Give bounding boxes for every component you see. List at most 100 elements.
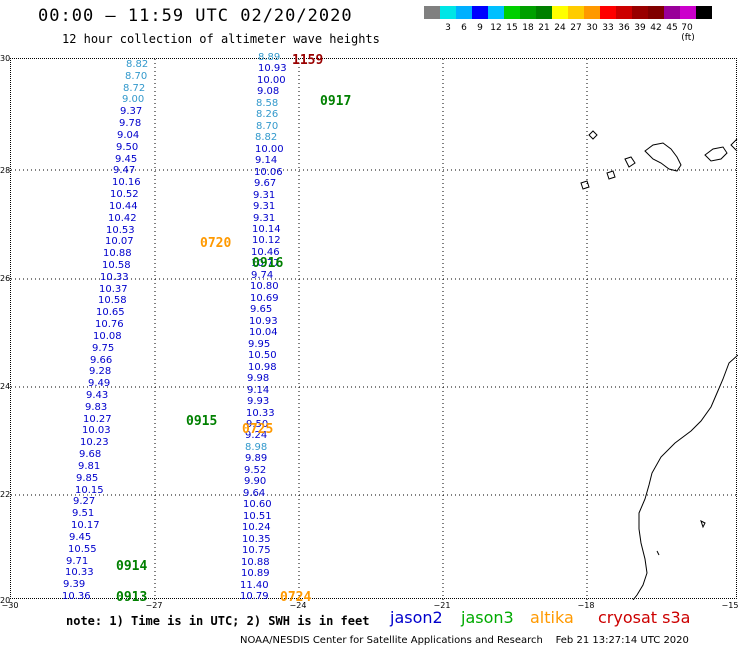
coastline: [580, 130, 738, 600]
legend-swatch: [600, 6, 616, 19]
legend-swatch: [664, 6, 680, 19]
wave-height-value: 10.53: [106, 225, 135, 236]
wave-height-value: 10.16: [112, 177, 141, 188]
pass-time-label: 0916: [252, 256, 284, 271]
legend-swatch: [584, 6, 600, 19]
pass-time-label: 0720: [200, 236, 232, 251]
legend-swatch: [440, 6, 456, 19]
wave-height-value: 10.37: [99, 284, 128, 295]
satellite-name: jason3: [461, 608, 514, 627]
wave-height-value: 9.50: [246, 419, 269, 430]
footnote: note: 1) Time is in UTC; 2) SWH is in fe…: [66, 614, 370, 628]
wave-height-value: 9.67: [254, 178, 277, 189]
wave-height-value: 9.75: [92, 343, 115, 354]
wave-height-value: 8.70: [256, 121, 279, 132]
wave-height-value: 10.88: [103, 248, 132, 259]
wave-height-value: 9.27: [73, 496, 96, 507]
legend-label: 36: [618, 23, 630, 33]
wave-height-value: 8.82: [255, 132, 278, 143]
legend-swatch: [552, 6, 568, 19]
legend-swatch: [568, 6, 584, 19]
wave-height-value: 9.71: [66, 556, 89, 567]
wave-height-value: 8.58: [256, 98, 279, 109]
wave-height-value: 10.50: [248, 350, 277, 361]
legend-label: 24: [554, 23, 566, 33]
wave-height-value: 10.33: [100, 272, 129, 283]
pass-time-label: 0914: [116, 559, 148, 574]
latitude-tick: 24: [0, 382, 11, 391]
wave-height-value: 10.00: [257, 75, 286, 86]
wave-height-value: 9.31: [253, 201, 276, 212]
legend-swatch: [536, 6, 552, 19]
wave-height-value: 10.46: [251, 247, 280, 258]
wave-height-value: 9.93: [247, 396, 270, 407]
wave-height-value: 10.89: [241, 568, 270, 579]
wave-height-value: 9.37: [120, 106, 143, 117]
wave-height-value: 9.74: [251, 270, 274, 281]
wave-height-value: 9.52: [244, 465, 267, 476]
legend-swatch: [424, 6, 440, 19]
wave-height-value: 9.68: [79, 449, 102, 460]
wave-height-value: 9.14: [247, 385, 270, 396]
longitude-tick: −30: [1, 601, 19, 610]
wave-height-value: 10.17: [71, 520, 100, 531]
wave-height-value: 9.31: [253, 213, 276, 224]
wave-height-value: 10.08: [93, 331, 122, 342]
wave-height-value: 8.72: [123, 83, 146, 94]
wave-height-value: 9.51: [72, 508, 95, 519]
wave-height-value: 8.98: [245, 442, 268, 453]
legend-label: 39: [634, 23, 646, 33]
wave-height-value: 10.14: [252, 224, 281, 235]
wave-height-value: 10.06: [254, 167, 283, 178]
wave-height-value: 10.04: [249, 327, 278, 338]
longitude-tick: −24: [289, 601, 307, 610]
wave-height-value: 10.76: [95, 319, 124, 330]
wave-height-value: 9.65: [250, 304, 273, 315]
legend-swatch: [616, 6, 632, 19]
wave-height-value: 9.85: [76, 473, 99, 484]
wave-height-value: 9.14: [255, 155, 278, 166]
wave-height-value: 10.15: [75, 485, 104, 496]
legend-label: 33: [602, 23, 614, 33]
pass-time-label: 0913: [116, 590, 148, 605]
latitude-tick: 30: [0, 54, 11, 63]
wave-height-value: 9.31: [253, 190, 276, 201]
wave-height-value: 9.43: [86, 390, 109, 401]
wave-height-value: 10.58: [98, 295, 127, 306]
wave-height-value: 10.23: [80, 437, 109, 448]
legend-swatch: [520, 6, 536, 19]
satellite-name: altika: [530, 608, 574, 627]
legend-swatch: [488, 6, 504, 19]
longitude-tick: −18: [577, 601, 595, 610]
latitude-tick: 26: [0, 274, 11, 283]
map-grid-and-coastline: [11, 59, 738, 600]
wave-height-value: 10.93: [249, 316, 278, 327]
wave-height-value: 9.39: [63, 579, 86, 590]
legend-label: 15: [506, 23, 518, 33]
wave-height-value: 9.66: [90, 355, 113, 366]
legend-label: 30: [586, 23, 598, 33]
wave-height-value: 9.83: [85, 402, 108, 413]
wave-height-value: 8.70: [125, 71, 148, 82]
legend-swatch: [632, 6, 648, 19]
legend-label: 21: [538, 23, 550, 33]
pass-time-label: 0724: [280, 590, 312, 605]
legend-label: 9: [477, 23, 483, 33]
latitude-tick: 28: [0, 166, 11, 175]
wave-height-value: 8.82: [126, 59, 149, 70]
wave-height-value: 9.50: [116, 142, 139, 153]
wave-height-value: 10.33: [65, 567, 94, 578]
wave-height-value: 10.69: [250, 293, 279, 304]
legend-label: 45: [666, 23, 678, 33]
longitude-tick: −27: [145, 601, 163, 610]
wave-height-value: 10.42: [108, 213, 137, 224]
wave-height-value: 9.47: [113, 165, 136, 176]
wave-height-value: 9.08: [257, 86, 280, 97]
satellite-name: jason2: [390, 608, 443, 627]
wave-height-value: 9.90: [244, 476, 267, 487]
longitude-tick: −15: [721, 601, 739, 610]
wave-height-value: 9.95: [248, 339, 271, 350]
wave-height-value: 10.79: [240, 591, 269, 602]
wave-height-value: 10.24: [242, 522, 271, 533]
map-title: 00:00 – 11:59 UTC 02/20/2020: [38, 6, 353, 26]
